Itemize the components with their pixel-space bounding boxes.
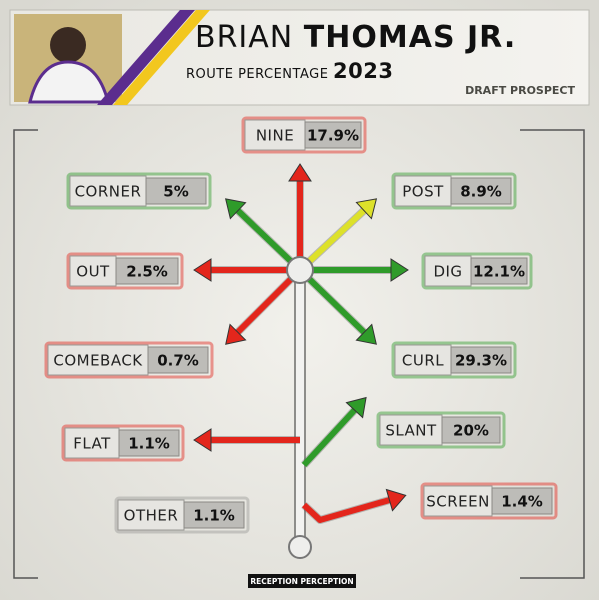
route-labels: NINE 17.9% CORNER 5% POST 8.9% OUT 2.5% DIG 12.1%… [44, 116, 558, 534]
arrow-head [345, 396, 367, 419]
bracket-left [13, 129, 38, 579]
route-tree [193, 163, 409, 559]
route-name: OTHER [124, 507, 179, 525]
label-name-box [424, 255, 472, 287]
stripe-gold [113, 10, 210, 105]
label-value-box [147, 346, 209, 374]
last-name: THOMAS JR. [304, 20, 516, 55]
route-name: DIG [433, 263, 462, 281]
label-value-box [450, 177, 512, 205]
label-glow [420, 482, 558, 520]
label-glow [114, 496, 250, 534]
label-name-box [423, 485, 493, 517]
arrow-head [193, 258, 212, 282]
label-name-box [69, 255, 117, 287]
logo-box [248, 574, 356, 588]
route-value: 12.1% [473, 263, 525, 281]
route-name: SLANT [385, 422, 437, 440]
label-value-box [450, 346, 512, 374]
arrow-head [225, 323, 247, 345]
label-glow [241, 116, 367, 154]
route-value: 0.7% [157, 352, 199, 370]
route-value: 1.4% [501, 493, 543, 511]
route-value: 5% [163, 183, 188, 201]
label-name-box [64, 427, 120, 459]
route-value: 29.3% [455, 352, 507, 370]
route-name: CURL [402, 352, 444, 370]
stripe-purple [97, 10, 195, 105]
label-name-box [69, 175, 147, 207]
route-arrow [227, 267, 303, 343]
route-name: COMEBACK [53, 352, 143, 370]
route-name: POST [402, 183, 444, 201]
route-value: 17.9% [307, 127, 359, 145]
route-arrow [297, 200, 375, 273]
arrow-head [390, 258, 409, 282]
arrow-head [385, 488, 407, 512]
logo: RECEPTION PERCEPTION [250, 577, 353, 586]
label-value-box [470, 257, 528, 285]
label-value-box [441, 416, 501, 444]
label-name-box [47, 344, 149, 376]
label-value-box [183, 501, 245, 529]
route-name: FLAT [73, 435, 111, 453]
bracket-right [520, 129, 585, 579]
first-name: BRIAN [195, 20, 293, 55]
label-glow [66, 252, 184, 290]
arrow-head [225, 198, 247, 220]
route-value: 1.1% [128, 435, 170, 453]
label-name-box [244, 119, 306, 151]
tag: DRAFT PROSPECT [465, 84, 575, 97]
route-arrow [297, 267, 375, 343]
route-value: 8.9% [460, 183, 502, 201]
label-name-box [117, 499, 185, 531]
player-jersey [28, 60, 110, 104]
label-glow [391, 172, 517, 210]
label-value-box [491, 487, 553, 515]
route-arrow [301, 494, 401, 523]
player-head [50, 27, 86, 63]
route-base [288, 535, 312, 559]
route-hub [286, 256, 314, 284]
route-name: SCREEN [426, 493, 490, 511]
route-value: 20% [453, 422, 489, 440]
arrow-head [193, 428, 212, 452]
year: 2023 [333, 59, 393, 83]
label-value-box [304, 121, 362, 149]
label-glow [66, 172, 212, 210]
route-value: 1.1% [193, 507, 235, 525]
route-arrow [227, 200, 303, 273]
route-value: 2.5% [126, 263, 168, 281]
route-name: OUT [76, 263, 110, 281]
route-arrow [301, 399, 365, 468]
title: BRIAN THOMAS JR. [195, 20, 516, 55]
arrow-head [288, 163, 312, 182]
label-glow [61, 424, 185, 462]
subtitle: ROUTE PERCENTAGE 2023 [186, 59, 394, 83]
route-name: NINE [256, 127, 294, 145]
arrow-head [355, 323, 377, 345]
label-glow [44, 341, 214, 379]
label-glow [391, 341, 517, 379]
label-value-box [115, 257, 179, 285]
route-name: CORNER [75, 183, 142, 201]
label-glow [421, 252, 533, 290]
label-value-box [118, 429, 180, 457]
label-value-box [145, 177, 207, 205]
subtitle-text: ROUTE PERCENTAGE [186, 67, 328, 82]
label-glow [376, 411, 506, 449]
arrow-head [355, 198, 378, 220]
